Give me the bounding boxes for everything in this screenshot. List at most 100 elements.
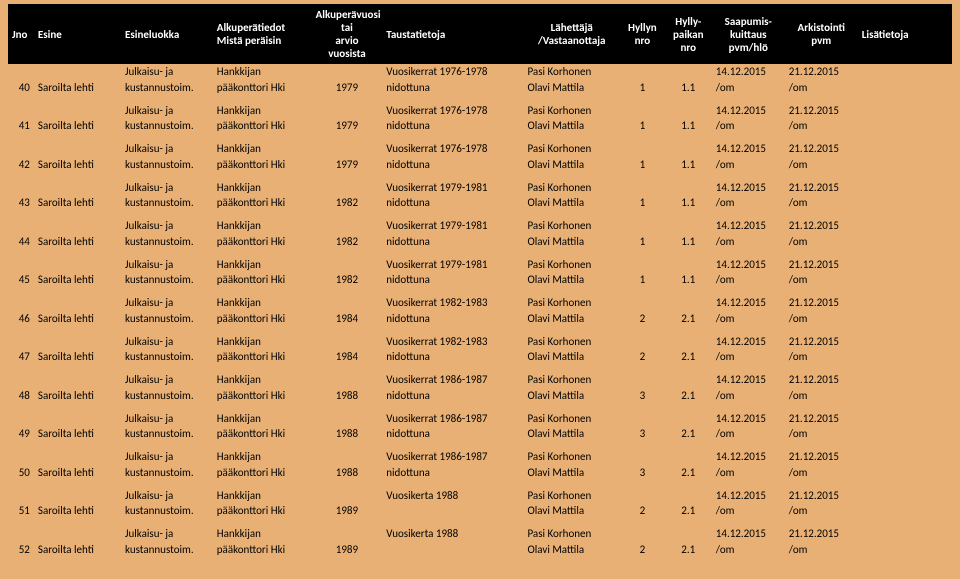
cell-tausta: Vuosikerrat 1982-1983 — [382, 288, 523, 311]
header-line: pvm/hlö — [729, 41, 768, 54]
cell-hpnro: 1.1 — [665, 118, 712, 134]
cell-hnro — [620, 64, 665, 80]
header-line: paikan — [673, 28, 704, 41]
cell-ark: 21.12.2015 — [785, 481, 858, 504]
cell-esine — [34, 365, 121, 388]
cell-ark: /om — [785, 195, 858, 211]
cell-luokka: Julkaisu- ja — [121, 134, 213, 157]
cell-tausta: Vuosikerrat 1976-1978 — [382, 134, 523, 157]
cell-lahet: Pasi Korhonen — [523, 64, 620, 80]
cell-hpnro — [665, 288, 712, 311]
cell-hnro: 3 — [620, 465, 665, 481]
cell-esine — [34, 327, 121, 350]
cell-alkup: pääkonttori Hki — [213, 157, 312, 173]
cell-hpnro — [665, 96, 712, 119]
cell-hnro — [620, 96, 665, 119]
cell-hpnro: 2.1 — [665, 503, 712, 519]
cell-ark: 21.12.2015 — [785, 211, 858, 234]
cell-lisa — [858, 211, 952, 234]
cell-hnro — [620, 481, 665, 504]
cell-alkup: Hankkijan — [213, 365, 312, 388]
cell-hnro: 1 — [620, 234, 665, 250]
cell-vuosi — [312, 365, 383, 388]
cell-esine: Saroilta lehti — [34, 157, 121, 173]
header-line: Mistä peräisin — [217, 34, 281, 47]
cell-luokka: kustannustoim. — [121, 349, 213, 365]
table-row: 41Saroilta lehtikustannustoim.pääkonttor… — [8, 118, 952, 134]
table-row: Julkaisu- jaHankkijanVuosikerrat 1979-19… — [8, 173, 952, 196]
cell-hnro: 1 — [620, 157, 665, 173]
cell-hpnro: 2.1 — [665, 465, 712, 481]
cell-hnro: 2 — [620, 503, 665, 519]
cell-hpnro — [665, 365, 712, 388]
col-lisatietoja: Lisätietoja — [858, 4, 952, 64]
cell-esine: Saroilta lehti — [34, 311, 121, 327]
cell-alkup: Hankkijan — [213, 288, 312, 311]
cell-esine: Saroilta lehti — [34, 195, 121, 211]
col-alkuperatiedot: Alkuperätiedot Mistä peräisin — [213, 4, 312, 64]
cell-hpnro — [665, 442, 712, 465]
cell-saap: /om — [712, 349, 785, 365]
cell-luokka: Julkaisu- ja — [121, 173, 213, 196]
cell-hpnro: 1.1 — [665, 234, 712, 250]
table-row: 44Saroilta lehtikustannustoim.pääkonttor… — [8, 234, 952, 250]
cell-hpnro — [665, 481, 712, 504]
cell-saap: 14.12.2015 — [712, 96, 785, 119]
cell-vuosi — [312, 442, 383, 465]
cell-saap: 14.12.2015 — [712, 365, 785, 388]
cell-alkup: Hankkijan — [213, 404, 312, 427]
cell-luokka: Julkaisu- ja — [121, 404, 213, 427]
cell-vuosi — [312, 327, 383, 350]
cell-hnro: 1 — [620, 80, 665, 96]
cell-lisa — [858, 134, 952, 157]
cell-tausta: Vuosikerta 1988 — [382, 481, 523, 504]
cell-tausta — [382, 542, 523, 558]
cell-lisa — [858, 157, 952, 173]
cell-vuosi: 1982 — [312, 234, 383, 250]
cell-ark: 21.12.2015 — [785, 64, 858, 80]
cell-esine — [34, 442, 121, 465]
cell-alkup: pääkonttori Hki — [213, 503, 312, 519]
cell-hnro: 1 — [620, 195, 665, 211]
cell-hpnro — [665, 404, 712, 427]
cell-hpnro — [665, 250, 712, 273]
cell-ark: /om — [785, 118, 858, 134]
cell-lahet: Pasi Korhonen — [523, 96, 620, 119]
cell-tausta: nidottuna — [382, 80, 523, 96]
cell-esine — [34, 519, 121, 542]
cell-lisa — [858, 64, 952, 80]
cell-tausta: Vuosikerrat 1979-1981 — [382, 173, 523, 196]
cell-vuosi — [312, 173, 383, 196]
col-esineluokka: Esineluokka — [121, 4, 213, 64]
cell-alkup: pääkonttori Hki — [213, 542, 312, 558]
table-row: 43Saroilta lehtikustannustoim.pääkonttor… — [8, 195, 952, 211]
cell-saap: /om — [712, 503, 785, 519]
cell-ark: /om — [785, 503, 858, 519]
cell-saap: 14.12.2015 — [712, 211, 785, 234]
cell-tausta: Vuosikerrat 1976-1978 — [382, 64, 523, 80]
cell-jno — [8, 134, 34, 157]
cell-esine — [34, 96, 121, 119]
cell-lahet: Olavi Mattila — [523, 157, 620, 173]
cell-hpnro — [665, 134, 712, 157]
cell-saap: 14.12.2015 — [712, 250, 785, 273]
cell-hnro: 2 — [620, 311, 665, 327]
cell-jno — [8, 173, 34, 196]
cell-vuosi: 1979 — [312, 157, 383, 173]
cell-tausta: nidottuna — [382, 311, 523, 327]
cell-hnro — [620, 327, 665, 350]
cell-lahet: Pasi Korhonen — [523, 288, 620, 311]
header-line: Lähettäjä — [551, 21, 593, 34]
cell-vuosi — [312, 211, 383, 234]
cell-lisa — [858, 195, 952, 211]
table-row: Julkaisu- jaHankkijanVuosikerrat 1986-19… — [8, 404, 952, 427]
cell-alkup: pääkonttori Hki — [213, 80, 312, 96]
cell-ark: /om — [785, 349, 858, 365]
table-row: Julkaisu- jaHankkijanVuosikerta 1988Pasi… — [8, 519, 952, 542]
table-row: Julkaisu- jaHankkijanVuosikerrat 1976-19… — [8, 96, 952, 119]
cell-lahet: Pasi Korhonen — [523, 211, 620, 234]
cell-jno: 48 — [8, 388, 34, 404]
cell-jno: 45 — [8, 272, 34, 288]
table-row: 51Saroilta lehtikustannustoim.pääkonttor… — [8, 503, 952, 519]
cell-jno — [8, 519, 34, 542]
